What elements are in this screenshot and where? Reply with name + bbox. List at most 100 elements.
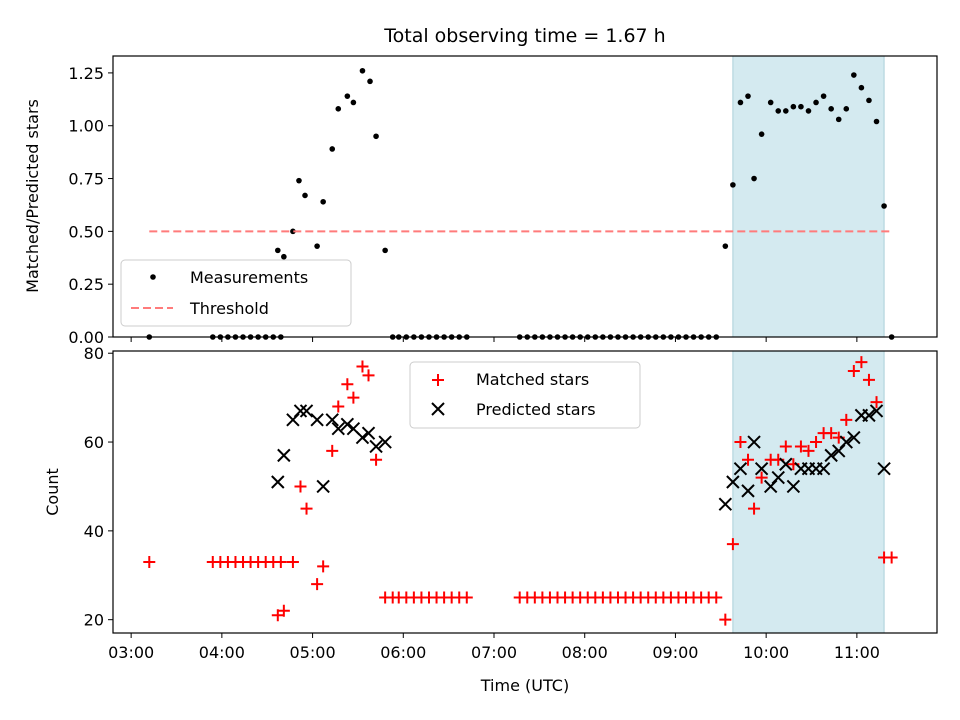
predicted-star-point <box>869 404 884 418</box>
measurement-point <box>866 97 872 104</box>
predicted-star-point <box>369 439 383 454</box>
measurement-point <box>783 108 789 114</box>
x-axis-label: Time (UTC) <box>480 676 569 695</box>
measurement-point <box>820 93 827 99</box>
measurement-point <box>359 67 366 74</box>
measurement-point <box>367 78 373 85</box>
x-tick-label: 07:00 <box>471 643 517 662</box>
bottom-panel-marks <box>143 356 898 626</box>
measurement-point <box>881 203 887 209</box>
measurement-point <box>314 243 320 249</box>
top-panel: 0.00 0.25 0.50 0.75 1.00 1.25 Matched/Predict… <box>23 55 938 347</box>
matched-star-point <box>294 480 307 493</box>
matched-star-point <box>885 551 898 564</box>
legend-matched-marker <box>432 374 444 386</box>
matched-star-point <box>286 555 299 568</box>
matched-star-point <box>710 591 723 604</box>
predicted-star-point <box>299 404 314 418</box>
y-tick-label: 1.00 <box>68 117 104 136</box>
matched-star-point <box>362 369 375 382</box>
predicted-star-point <box>747 435 761 449</box>
bottom-panel-frame <box>112 350 938 634</box>
measurement-point <box>775 108 782 114</box>
measurement-point <box>350 99 357 106</box>
legend-measurements-marker <box>150 274 156 280</box>
predicted-star-point <box>718 497 733 511</box>
matched-star-point <box>271 609 284 622</box>
x-tick-label: 09:00 <box>652 643 698 662</box>
bottom-y-axis-label: Count <box>43 468 62 516</box>
matched-star-point <box>317 560 330 573</box>
matched-star-point <box>734 436 747 449</box>
measurement-point <box>858 84 865 91</box>
measurement-point <box>320 198 326 205</box>
measurement-point <box>296 177 302 184</box>
matched-star-point <box>277 604 290 617</box>
predicted-star-point <box>293 404 308 418</box>
y-tick-label: 40 <box>84 522 104 541</box>
top-legend-box <box>120 259 352 327</box>
matched-star-point <box>870 396 883 409</box>
matched-star-point <box>855 356 868 369</box>
predicted-star-point <box>310 413 324 427</box>
measurement-point <box>302 192 308 199</box>
measurement-point <box>281 253 287 260</box>
predicted-star-point <box>277 448 291 463</box>
matched-star-point <box>326 444 339 457</box>
measurement-point <box>813 99 819 106</box>
matched-star-point <box>825 427 838 440</box>
matched-star-point <box>300 502 313 515</box>
top-y-axis-label: Matched/Predicted stars <box>23 99 42 293</box>
predicted-star-point <box>316 479 330 494</box>
x-tick-label: 06:00 <box>380 643 426 662</box>
matched-star-point <box>742 453 755 466</box>
measurement-point <box>767 99 774 106</box>
measurement-point <box>828 106 834 112</box>
predicted-star-point <box>839 435 853 449</box>
matched-star-point <box>779 440 792 453</box>
predicted-star-point <box>355 430 370 445</box>
y-tick-label: 80 <box>84 344 104 363</box>
predicted-star-point <box>877 461 891 476</box>
measurement-point <box>851 72 857 78</box>
highlight-band <box>732 350 885 634</box>
matched-star-point <box>794 440 807 453</box>
predicted-star-point <box>361 426 376 440</box>
y-tick-label: 0.75 <box>68 170 104 189</box>
x-tick-label: 08:00 <box>562 643 608 662</box>
predicted-star-point <box>733 461 748 476</box>
predicted-star-point <box>340 417 355 431</box>
predicted-star-point <box>331 422 345 436</box>
measurement-point <box>798 103 804 110</box>
measurement-point <box>344 93 351 99</box>
predicted-star-point <box>779 457 793 471</box>
measurement-point <box>722 243 729 249</box>
matched-star-point <box>332 400 345 413</box>
legend-matched-label: Matched stars <box>476 370 589 389</box>
predicted-star-point <box>847 430 861 445</box>
matched-star-point <box>274 555 287 568</box>
matched-star-point <box>748 502 761 515</box>
x-tick-label: 04:00 <box>199 643 245 662</box>
y-tick-label: 0.50 <box>68 222 104 241</box>
matched-star-point <box>460 591 473 604</box>
legend-threshold-label: Threshold <box>189 299 269 318</box>
chart-title: Total observing time = 1.67 h <box>383 25 665 47</box>
matched-star-point <box>341 378 354 391</box>
matched-star-point <box>755 471 768 484</box>
matched-star-point <box>347 391 360 404</box>
matched-star-point <box>370 453 383 466</box>
bottom-legend: Matched stars Predicted stars <box>409 361 641 429</box>
matched-star-point <box>726 538 739 551</box>
matched-star-point <box>810 436 823 449</box>
predicted-star-point <box>824 448 838 463</box>
y-tick-label: 0.00 <box>68 328 104 347</box>
matched-star-point <box>356 360 369 373</box>
predicted-star-point <box>325 413 339 427</box>
measurement-point <box>843 106 850 112</box>
matched-star-point <box>311 578 324 591</box>
measurement-point <box>335 106 342 112</box>
matched-star-point <box>802 444 815 457</box>
measurement-point <box>373 133 379 140</box>
